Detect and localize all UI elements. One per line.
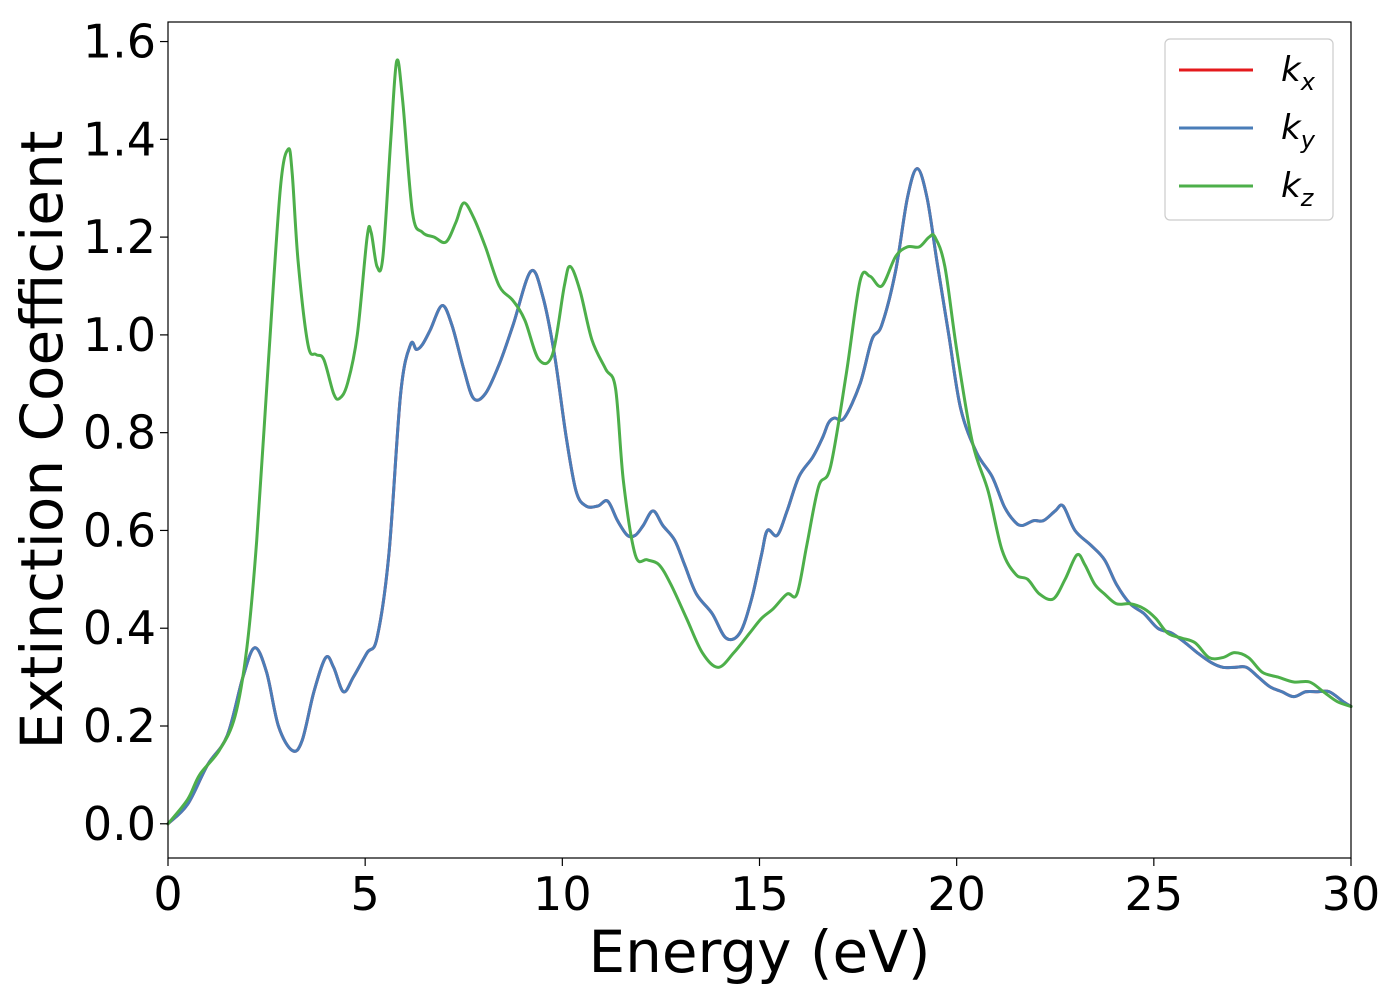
x-tick-label: 5 <box>351 867 380 921</box>
series-line-z <box>166 58 1353 826</box>
y-tick-label: 1.2 <box>83 210 156 264</box>
y-tick-label: 0.4 <box>83 601 156 655</box>
y-tick-label: 1.4 <box>83 112 156 166</box>
plot-frame <box>167 21 1352 859</box>
legend-label-y: ky <box>1281 108 1316 154</box>
y-axis-ticks: 0.0 0.2 0.4 0.6 0.8 1.0 1.2 1.4 1.6 <box>83 15 168 851</box>
x-tick-label: 0 <box>153 867 182 921</box>
y-tick-label: 0.8 <box>83 406 156 460</box>
x-tick-label: 25 <box>1125 867 1184 921</box>
series-layer <box>166 58 1353 826</box>
y-tick-label: 0.6 <box>83 503 156 557</box>
y-tick-label: 1.0 <box>83 308 156 362</box>
x-tick-label: 30 <box>1322 867 1381 921</box>
x-axis-ticks: 0 5 10 15 20 25 30 <box>153 858 1380 921</box>
y-tick-label: 0.2 <box>83 699 156 753</box>
legend: kx ky kz <box>1164 38 1334 221</box>
legend-entries: kx ky kz <box>1179 50 1316 212</box>
y-tick-label: 1.6 <box>83 15 156 69</box>
series-line-y <box>166 167 1353 826</box>
x-tick-label: 15 <box>730 867 789 921</box>
plot-area <box>168 22 1351 858</box>
x-axis-title: Energy (eV) <box>588 918 930 986</box>
x-tick-label: 10 <box>533 867 592 921</box>
y-axis-title: Extinction Coefficient <box>8 131 76 750</box>
legend-label-z: kz <box>1281 166 1315 212</box>
x-tick-label: 20 <box>927 867 986 921</box>
legend-label-x: kx <box>1281 50 1316 96</box>
y-tick-label: 0.0 <box>83 797 156 851</box>
